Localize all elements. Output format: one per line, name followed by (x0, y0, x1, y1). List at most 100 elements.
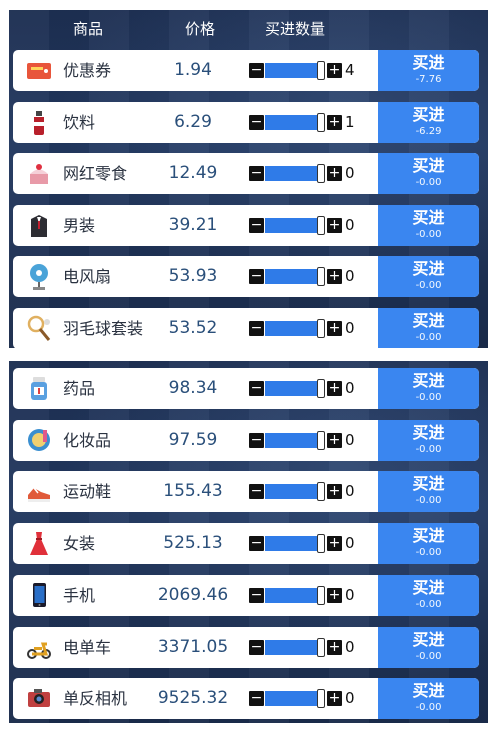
buy-button[interactable]: 买进 -0.00 (378, 153, 479, 194)
shop-panel-top: 商品 价格 买进数量 优惠券 1.94 − + 4 买进 -7.76 饮料 6.… (9, 10, 488, 348)
minus-button[interactable]: − (249, 165, 264, 181)
item-price: 97.59 (168, 429, 218, 450)
buy-button[interactable]: 买进 -7.76 (378, 50, 479, 91)
item-name: 运动鞋 (63, 482, 112, 502)
item-price: 98.34 (168, 378, 218, 398)
item-name: 网红零食 (63, 164, 128, 183)
minus-button[interactable]: − (249, 431, 264, 448)
quantity-value: 0 (345, 267, 355, 285)
quantity-slider[interactable] (265, 536, 325, 552)
buy-button[interactable]: 买进 -0.00 (378, 523, 479, 565)
plus-button[interactable]: + (327, 690, 342, 707)
quantity-slider[interactable] (265, 639, 325, 655)
minus-button[interactable]: − (249, 535, 264, 552)
quantity-slider[interactable] (265, 484, 325, 500)
minus-button[interactable]: − (249, 268, 264, 284)
quantity-value: 0 (345, 215, 355, 234)
quantity-slider[interactable] (265, 63, 325, 78)
buy-label: 买进 (412, 526, 445, 546)
quantity-slider[interactable] (265, 432, 325, 448)
quantity-slider[interactable] (265, 114, 325, 130)
buy-button[interactable]: 买进 -0.00 (378, 368, 479, 409)
quantity-slider[interactable] (265, 166, 325, 181)
item-name: 单反相机 (63, 689, 128, 709)
minus-button[interactable]: − (249, 483, 264, 500)
plus-button[interactable]: + (327, 62, 342, 78)
buy-label: 买进 (412, 53, 445, 72)
quantity-value: 0 (345, 318, 355, 337)
item-name: 饮料 (63, 112, 96, 132)
buy-button[interactable]: 买进 -0.00 (378, 471, 479, 513)
buy-cost: -0.00 (415, 280, 442, 291)
snack-cake-icon (25, 158, 53, 188)
plus-button[interactable]: + (327, 483, 342, 500)
shop-item-row: 药品 98.34 − + 0 买进 -0.00 (13, 368, 479, 409)
slider-handle[interactable] (317, 379, 325, 398)
quantity-slider[interactable] (265, 320, 325, 336)
plus-button[interactable]: + (327, 431, 342, 448)
buy-cost: -0.00 (415, 331, 442, 343)
buy-cost: -0.00 (415, 392, 442, 403)
buy-label: 买进 (412, 577, 445, 597)
shop-item-row: 羽毛球套装 53.52 − + 0 买进 -0.00 (13, 307, 479, 348)
buy-cost: -6.29 (415, 125, 442, 137)
item-name: 电风扇 (63, 267, 112, 286)
buy-button[interactable]: 买进 -0.00 (378, 204, 479, 246)
minus-button[interactable]: − (249, 638, 264, 655)
item-price: 155.43 (163, 481, 223, 502)
plus-button[interactable]: + (327, 113, 342, 130)
slider-handle[interactable] (317, 267, 325, 286)
slider-handle[interactable] (317, 61, 325, 80)
slider-handle[interactable] (317, 112, 325, 132)
quantity-slider[interactable] (265, 587, 325, 603)
table-header: 商品 价格 买进数量 (9, 18, 488, 44)
plus-button[interactable]: + (327, 165, 342, 181)
buy-button[interactable]: 买进 -0.00 (378, 574, 479, 616)
coupon-icon (25, 55, 53, 85)
plus-button[interactable]: + (327, 216, 342, 233)
slider-handle[interactable] (317, 689, 325, 709)
minus-button[interactable]: − (249, 113, 264, 130)
slider-handle[interactable] (317, 318, 325, 338)
slider-handle[interactable] (317, 215, 325, 235)
slider-handle[interactable] (317, 534, 325, 554)
shop-item-row: 女装 525.13 − + 0 买进 -0.00 (13, 523, 479, 565)
buy-cost: -0.00 (415, 495, 442, 507)
slider-handle[interactable] (317, 637, 325, 657)
slider-handle[interactable] (317, 585, 325, 605)
item-name: 女装 (63, 534, 96, 554)
minus-button[interactable]: − (249, 319, 264, 336)
plus-button[interactable]: + (327, 586, 342, 603)
slider-handle[interactable] (317, 430, 325, 450)
quantity-slider[interactable] (265, 381, 325, 396)
minus-button[interactable]: − (249, 62, 264, 78)
buy-button[interactable]: 买进 -0.00 (378, 256, 479, 297)
item-name: 羽毛球套装 (63, 318, 144, 338)
shop-item-row: 饮料 6.29 − + 1 买进 -6.29 (13, 101, 479, 143)
plus-button[interactable]: + (327, 268, 342, 284)
buy-cost: -0.00 (415, 228, 442, 240)
shop-item-row: 电单车 3371.05 − + 0 买进 -0.00 (13, 626, 479, 668)
buy-label: 买进 (412, 474, 445, 494)
plus-button[interactable]: + (327, 638, 342, 655)
minus-button[interactable]: − (249, 690, 264, 707)
minus-button[interactable]: − (249, 216, 264, 233)
item-price: 525.13 (163, 533, 223, 554)
buy-button[interactable]: 买进 -6.29 (378, 101, 479, 143)
buy-button[interactable]: 买进 -0.00 (378, 678, 479, 720)
buy-button[interactable]: 买进 -0.00 (378, 419, 479, 461)
item-name: 手机 (63, 585, 96, 605)
minus-button[interactable]: − (249, 380, 264, 396)
buy-button[interactable]: 买进 -0.00 (378, 307, 479, 348)
plus-button[interactable]: + (327, 380, 342, 396)
plus-button[interactable]: + (327, 535, 342, 552)
buy-button[interactable]: 买进 -0.00 (378, 626, 479, 668)
slider-handle[interactable] (317, 482, 325, 502)
quantity-slider[interactable] (265, 217, 325, 233)
plus-button[interactable]: + (327, 319, 342, 336)
minus-button[interactable]: − (249, 586, 264, 603)
slider-handle[interactable] (317, 164, 325, 183)
quantity-slider[interactable] (265, 691, 325, 707)
quantity-slider[interactable] (265, 269, 325, 284)
item-name: 电单车 (63, 637, 112, 657)
